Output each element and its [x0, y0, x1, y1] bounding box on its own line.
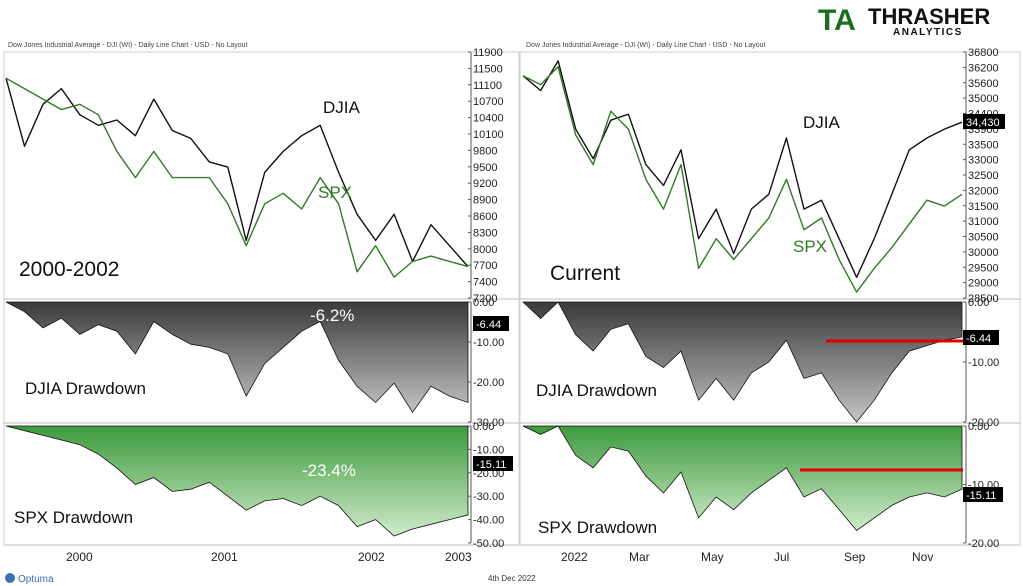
y-tick-label: 30500	[968, 232, 999, 244]
y-tick-label: 10100	[473, 129, 504, 141]
x-tick-label: May	[701, 550, 724, 564]
y-tick-label: -30.00	[473, 417, 504, 429]
thrasher-logo: TA THRASHER ANALYTICS	[818, 4, 990, 38]
y-tick-label: 29000	[968, 278, 999, 290]
y-tick-label: -10.00	[473, 444, 504, 456]
series-line-djia	[522, 60, 963, 278]
x-tick-label: 2000	[66, 550, 93, 564]
y-tick-label: 0.00	[968, 297, 989, 309]
y-tick-label: 8000	[473, 244, 497, 256]
legend-label-djia: DJIA	[803, 113, 841, 132]
y-tick-label: -10.00	[968, 357, 999, 369]
x-tick-label: 2001	[211, 550, 238, 564]
drawdown-area	[5, 425, 469, 537]
y-tick-label: 11500	[473, 63, 503, 75]
y-tick-label: 35600	[968, 78, 999, 90]
drawdown-label: DJIA Drawdown	[25, 379, 146, 398]
y-tick-label: 10400	[473, 113, 504, 125]
legend-label-djia: DJIA	[323, 98, 361, 117]
y-tick-label: 33500	[968, 139, 999, 151]
last-value-label: 34,430	[966, 117, 1000, 129]
y-tick-label: 10700	[473, 96, 504, 108]
right-chart-header: Dow Jones Industrial Average - DJI (WI) …	[526, 42, 766, 49]
x-tick-label: 2022	[561, 550, 588, 564]
y-tick-label: 8300	[473, 227, 497, 239]
y-tick-label: -20.00	[473, 377, 504, 389]
y-tick-label: 9200	[473, 178, 497, 190]
y-tick-label: 7400	[473, 277, 497, 289]
series-line-djia	[5, 78, 469, 268]
x-tick-label: Jul	[774, 550, 789, 564]
y-tick-label: -30.00	[473, 491, 504, 503]
y-tick-label: 28500	[968, 293, 999, 305]
y-tick-label: 32500	[968, 170, 999, 182]
x-tick-label: Nov	[912, 550, 933, 564]
legend-label-spx: SPX	[318, 183, 352, 202]
logo-sub: ANALYTICS	[893, 27, 963, 38]
y-tick-label: 31500	[968, 201, 999, 213]
x-tick-label: Sep	[844, 550, 866, 564]
y-tick-label: -50.00	[473, 538, 504, 550]
last-value-label-box	[963, 330, 999, 345]
y-tick-label: 35000	[968, 93, 999, 105]
logo-name: THRASHER	[868, 4, 990, 29]
x-tick-label: 2003	[445, 550, 472, 564]
left-chart-header: Dow Jones Industrial Average - DJI (WI) …	[8, 42, 248, 49]
y-tick-label: 30000	[968, 247, 999, 259]
drawdown-label: SPX Drawdown	[538, 518, 657, 537]
period-label: Current	[550, 262, 620, 285]
y-tick-label: 11900	[473, 47, 503, 59]
x-tick-label: 2002	[358, 550, 385, 564]
y-tick-label: 9800	[473, 145, 497, 157]
drawdown-area	[522, 425, 963, 532]
y-tick-label: 33000	[968, 155, 999, 167]
y-tick-label: 31000	[968, 216, 999, 228]
y-tick-label: 32000	[968, 185, 999, 197]
drawdown-annotation: -6.2%	[310, 306, 354, 325]
y-tick-label: 7700	[473, 260, 497, 272]
last-value-label: -15.11	[476, 459, 506, 471]
y-tick-label: 0.00	[968, 421, 989, 433]
period-label: 2000-2002	[19, 258, 119, 281]
x-axis: 2000 2001 2002 2003 2022 Mar May Jul Sep Nov	[66, 550, 933, 564]
y-tick-label: 0.00	[473, 297, 494, 309]
last-value-label: -6.44	[476, 319, 501, 331]
optuma-icon	[5, 573, 15, 583]
logo-mark: TA	[818, 4, 856, 37]
y-tick-label: 9500	[473, 162, 497, 174]
footer-brand: Optuma	[18, 574, 54, 585]
y-tick-label: 7200	[473, 293, 497, 305]
drawdown-area	[521, 301, 963, 423]
y-tick-label: 29500	[968, 262, 999, 274]
series-line-spx	[522, 66, 963, 293]
drawdown-annotation: -23.4%	[302, 461, 356, 480]
x-tick-label: Mar	[629, 550, 650, 564]
legend-label-spx: SPX	[793, 237, 827, 256]
y-tick-label: 36800	[968, 47, 999, 59]
last-value-label: -6.44	[966, 333, 991, 345]
footer: Optuma 4th Dec 2022	[5, 573, 536, 585]
y-tick-label: 36200	[968, 62, 999, 74]
y-tick-label: -10.00	[473, 337, 504, 349]
y-tick-label: -20.00	[968, 538, 999, 550]
panel-frames	[3, 51, 1021, 546]
chart-panels: 11900 11500 11100 10700 10400 10100 9800 9500 92…	[5, 47, 1005, 550]
last-value-label-box	[963, 487, 1003, 502]
drawdown-area	[5, 301, 469, 414]
last-value-label-box	[473, 456, 513, 471]
y-tick-label: 11100	[473, 80, 502, 92]
last-value-label-box	[963, 114, 1005, 129]
y-tick-label: 8600	[473, 211, 497, 223]
last-value-label-box	[473, 316, 509, 331]
series-line-spx	[5, 77, 469, 278]
drawdown-label: DJIA Drawdown	[536, 381, 657, 400]
y-tick-label: 0.00	[473, 421, 494, 433]
drawdown-label: SPX Drawdown	[14, 508, 133, 527]
y-tick-label: -20.00	[968, 417, 999, 429]
y-tick-label: 8900	[473, 195, 497, 207]
last-value-label: -15.11	[966, 490, 996, 502]
y-tick-label: -40.00	[473, 515, 504, 527]
footer-date: 4th Dec 2022	[488, 574, 536, 583]
